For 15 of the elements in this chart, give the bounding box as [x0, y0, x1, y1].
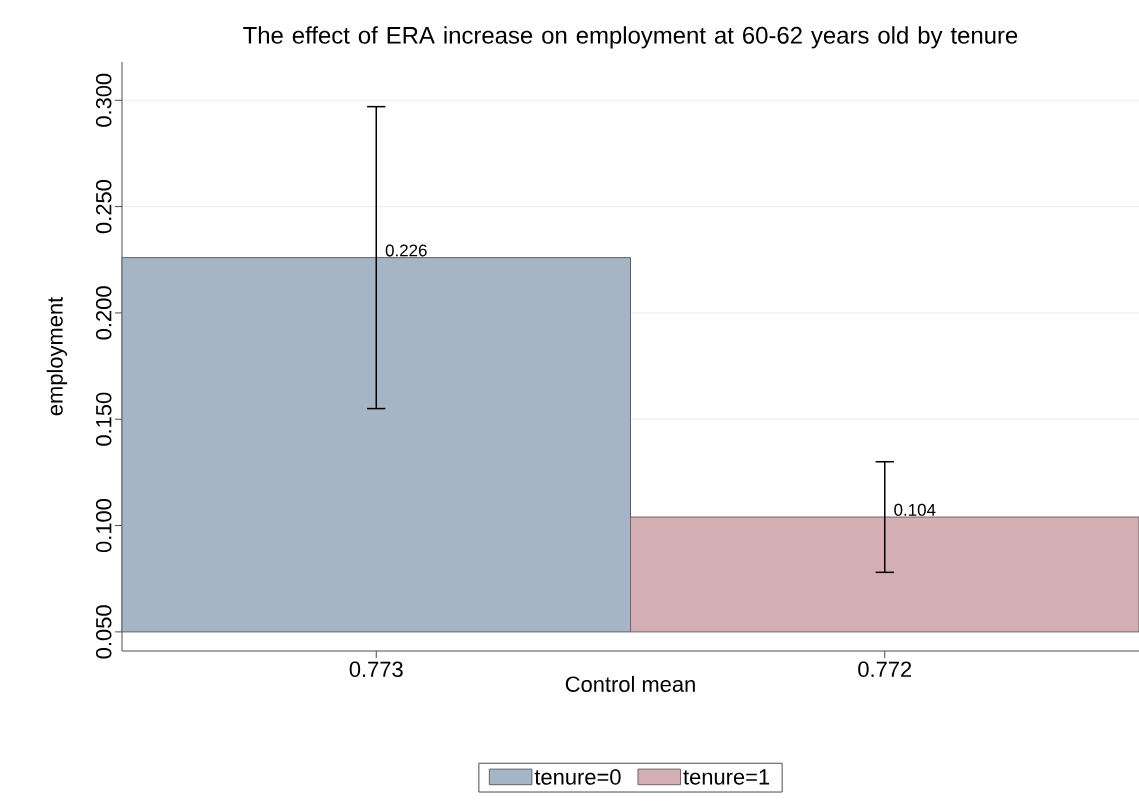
x-tick-label: 0.772 — [858, 661, 912, 678]
y-tick-label: 0.150 — [95, 392, 112, 446]
x-tick-label: 0.773 — [349, 661, 403, 678]
legend-label: tenure=1 — [683, 769, 770, 785]
legend-label: tenure=0 — [534, 769, 621, 785]
x-axis-title: Control mean — [565, 675, 695, 692]
y-tick-label: 0.100 — [95, 498, 112, 553]
y-axis-title: employment — [46, 296, 68, 416]
data-label: 0.226 — [385, 244, 427, 257]
y-tick-label: 0.200 — [95, 286, 112, 340]
y-tick-label: 0.050 — [95, 605, 112, 659]
y-tick-label: 0.250 — [95, 180, 112, 234]
data-label: 0.104 — [894, 503, 936, 516]
y-tick-label: 0.300 — [95, 73, 112, 127]
chart-title: The effect of ERA increase on employment at 60-62 years old by tenure — [243, 26, 1018, 49]
